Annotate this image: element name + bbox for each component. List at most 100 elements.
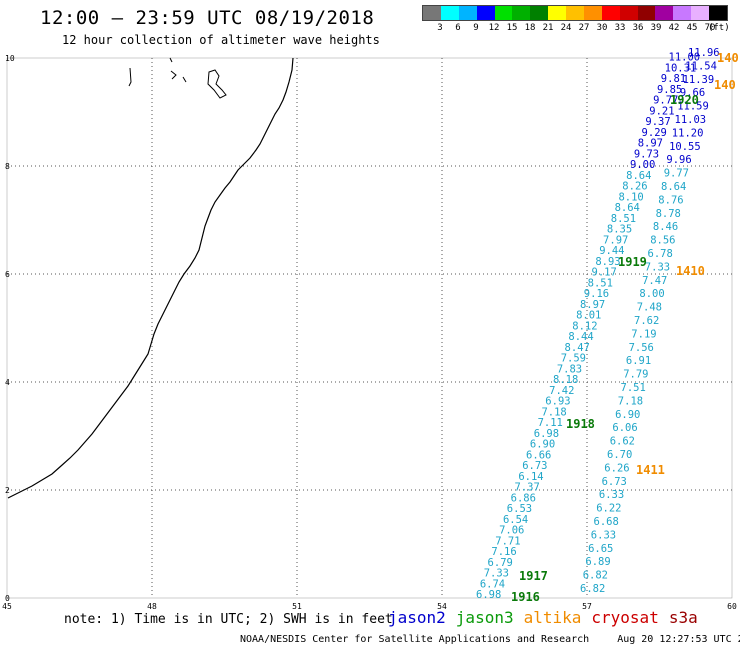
lon-label: 45 bbox=[2, 602, 12, 610]
altika-pass-label: 140 bbox=[717, 51, 739, 65]
islands bbox=[128, 57, 227, 99]
wave-height-value: 8.76 bbox=[658, 194, 683, 206]
lat-label: 2 bbox=[5, 486, 10, 495]
wave-height-value: 11.39 bbox=[683, 74, 715, 86]
satellite-legend: jason2 jason3 altika cryosat s3a bbox=[388, 608, 708, 627]
wave-height-value: 7.19 bbox=[631, 328, 656, 340]
wave-height-value: 9.00 bbox=[630, 159, 655, 171]
scale-label: 39 bbox=[650, 23, 662, 33]
wave-height-value: 11.20 bbox=[672, 127, 704, 139]
lon-label: 57 bbox=[582, 602, 592, 610]
wave-height-value: 7.06 bbox=[499, 525, 524, 537]
scale-swatch bbox=[423, 6, 441, 20]
scale-swatch bbox=[637, 6, 656, 20]
scale-swatch bbox=[548, 6, 566, 20]
scale-swatch bbox=[691, 6, 709, 20]
scale-swatch bbox=[673, 6, 692, 20]
lat-lon-grid bbox=[6, 57, 733, 599]
scale-swatch bbox=[709, 6, 727, 20]
footer: NOAA/NESDIS Center for Satellite Applica… bbox=[240, 634, 740, 645]
wave-height-value: 6.33 bbox=[599, 489, 624, 501]
wave-height-value: 6.86 bbox=[511, 492, 536, 504]
wave-height-value: 9.21 bbox=[649, 105, 674, 117]
wave-height-value: 7.37 bbox=[515, 482, 540, 494]
wave-height-value: 6.26 bbox=[604, 462, 629, 474]
scale-label: 21 bbox=[542, 23, 554, 33]
wave-height-value: 8.51 bbox=[611, 213, 636, 225]
altimeter-track: 6.986.747.336.797.167.717.066.546.536.86… bbox=[476, 47, 739, 604]
wave-height-value: 7.83 bbox=[557, 363, 582, 375]
wave-height-value: 6.74 bbox=[480, 578, 505, 590]
island bbox=[207, 69, 227, 99]
wave-height-value: 7.42 bbox=[549, 385, 574, 397]
lat-label: 6 bbox=[5, 270, 10, 279]
wave-height-value: 8.26 bbox=[622, 181, 647, 193]
wave-height-value: 11.00 bbox=[669, 52, 701, 64]
scale-label: 6 bbox=[455, 23, 461, 33]
wave-height-value: 6.73 bbox=[602, 476, 627, 488]
wave-height-value: 6.82 bbox=[580, 583, 605, 595]
island bbox=[128, 67, 132, 87]
wave-height-value: 10.31 bbox=[665, 62, 697, 74]
scale-label: 27 bbox=[578, 23, 590, 33]
scale-swatch bbox=[512, 6, 531, 20]
coastline bbox=[7, 57, 294, 499]
scale-label: 70 bbox=[704, 23, 716, 33]
wave-height-value: 8.01 bbox=[576, 310, 601, 322]
wave-height-value: 8.97 bbox=[638, 138, 663, 150]
wave-height-value: 6.70 bbox=[607, 449, 632, 461]
units-note: note: 1) Time is in UTC; 2) SWH is in fe… bbox=[64, 612, 393, 627]
wave-height-value: 8.00 bbox=[639, 288, 664, 300]
wave-height-value: 6.98 bbox=[534, 428, 559, 440]
wave-height-value: 8.56 bbox=[650, 235, 675, 247]
wave-height-value: 6.06 bbox=[612, 422, 637, 434]
wave-height-value: 7.79 bbox=[623, 369, 648, 381]
wave-height-value: 8.46 bbox=[653, 221, 678, 233]
wave-height-value: 6.91 bbox=[626, 355, 651, 367]
lat-label: 4 bbox=[5, 378, 10, 387]
wave-height-value: 6.65 bbox=[588, 543, 613, 555]
wave-height-value: 8.64 bbox=[626, 170, 651, 182]
scale-swatch bbox=[566, 6, 584, 20]
wave-height-value: 7.62 bbox=[634, 315, 659, 327]
altika-pass-label: 140 bbox=[714, 78, 736, 92]
wave-height-value: 11.03 bbox=[675, 114, 707, 126]
wave-height-value: 7.97 bbox=[603, 234, 628, 246]
legend-item-s3a: s3a bbox=[668, 608, 698, 627]
pass-label: 1920 bbox=[670, 93, 699, 107]
wave-height-value: 6.53 bbox=[507, 503, 532, 515]
lon-label: 51 bbox=[292, 602, 302, 610]
wave-height-value: 9.77 bbox=[653, 95, 678, 107]
wave-height-value: 7.56 bbox=[629, 342, 654, 354]
pass-label: 1919 bbox=[618, 255, 647, 269]
pass-label: 1917 bbox=[519, 569, 548, 583]
color-scale-labels: 3 6 9 12 15 18 21 24 27 30 33 36 39 42 45 70 (ft) bbox=[422, 21, 729, 35]
wave-height-value: 8.35 bbox=[607, 224, 632, 236]
scale-label: 45 bbox=[686, 23, 698, 33]
wave-height-value: 7.47 bbox=[642, 275, 667, 287]
wave-height-value: 9.37 bbox=[645, 116, 670, 128]
pass-label: 1918 bbox=[566, 417, 595, 431]
scale-swatch bbox=[494, 6, 513, 20]
wave-height-value: 8.64 bbox=[615, 202, 640, 214]
scale-label: 9 bbox=[473, 23, 479, 33]
wave-height-value: 6.68 bbox=[594, 516, 619, 528]
wave-height-value: 7.71 bbox=[495, 535, 520, 547]
wave-height-value: 7.33 bbox=[484, 568, 509, 580]
wave-height-value: 9.29 bbox=[642, 127, 667, 139]
scale-label: 36 bbox=[632, 23, 644, 33]
scale-swatch bbox=[583, 6, 602, 20]
wave-height-value: 11.54 bbox=[685, 60, 717, 72]
wave-height-value: 6.14 bbox=[518, 471, 543, 483]
wave-height-value: 9.81 bbox=[661, 73, 686, 85]
altika-pass-label: 1410 bbox=[676, 264, 705, 278]
wave-height-value: 9.85 bbox=[657, 84, 682, 96]
wave-height-value: 7.33 bbox=[645, 261, 670, 273]
scale-swatch bbox=[655, 6, 674, 20]
wave-height-value: 8.44 bbox=[568, 331, 593, 343]
wave-height-value: 6.79 bbox=[488, 557, 513, 569]
wave-height-value: 6.98 bbox=[476, 589, 501, 601]
scale-label: 30 bbox=[596, 23, 608, 33]
pass-label: 1916 bbox=[511, 590, 540, 604]
footer-org: NOAA/NESDIS Center for Satellite Applica… bbox=[240, 634, 590, 645]
